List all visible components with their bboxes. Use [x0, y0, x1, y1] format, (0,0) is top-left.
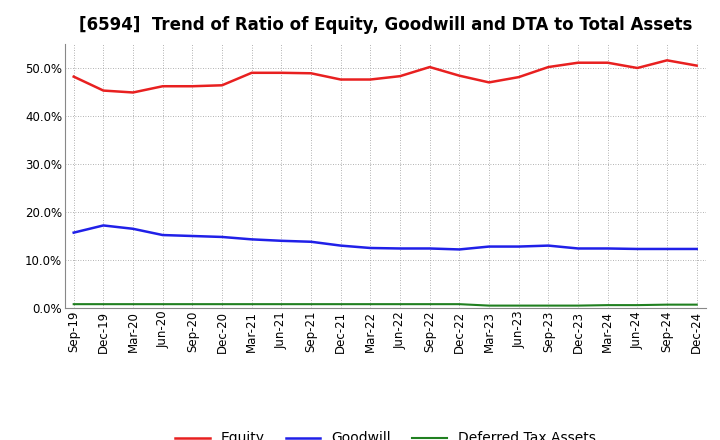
Deferred Tax Assets: [662, 302, 671, 307]
Deferred Tax Assets: [188, 301, 197, 307]
Equity: [574, 60, 582, 66]
Goodwill: [248, 237, 256, 242]
Equity: [662, 58, 671, 63]
Equity: [248, 70, 256, 75]
Equity: [426, 64, 434, 70]
Equity: [693, 63, 701, 68]
Goodwill: [603, 246, 612, 251]
Equity: [455, 73, 464, 78]
Deferred Tax Assets: [514, 303, 523, 308]
Equity: [603, 60, 612, 66]
Goodwill: [633, 246, 642, 252]
Goodwill: [188, 233, 197, 238]
Equity: [366, 77, 374, 82]
Legend: Equity, Goodwill, Deferred Tax Assets: Equity, Goodwill, Deferred Tax Assets: [169, 426, 601, 440]
Goodwill: [69, 230, 78, 235]
Goodwill: [544, 243, 553, 248]
Deferred Tax Assets: [307, 301, 315, 307]
Deferred Tax Assets: [544, 303, 553, 308]
Goodwill: [99, 223, 108, 228]
Equity: [544, 64, 553, 70]
Goodwill: [158, 232, 167, 238]
Goodwill: [514, 244, 523, 249]
Deferred Tax Assets: [396, 301, 405, 307]
Line: Goodwill: Goodwill: [73, 225, 697, 249]
Goodwill: [217, 235, 226, 240]
Deferred Tax Assets: [129, 301, 138, 307]
Goodwill: [662, 246, 671, 252]
Goodwill: [693, 246, 701, 252]
Equity: [514, 74, 523, 80]
Goodwill: [277, 238, 286, 243]
Equity: [633, 66, 642, 71]
Goodwill: [129, 226, 138, 231]
Equity: [396, 73, 405, 79]
Equity: [336, 77, 345, 82]
Deferred Tax Assets: [277, 301, 286, 307]
Deferred Tax Assets: [248, 301, 256, 307]
Equity: [129, 90, 138, 95]
Deferred Tax Assets: [693, 302, 701, 307]
Title: [6594]  Trend of Ratio of Equity, Goodwill and DTA to Total Assets: [6594] Trend of Ratio of Equity, Goodwil…: [78, 16, 692, 34]
Equity: [69, 74, 78, 79]
Equity: [188, 84, 197, 89]
Deferred Tax Assets: [426, 301, 434, 307]
Deferred Tax Assets: [99, 301, 108, 307]
Deferred Tax Assets: [633, 302, 642, 308]
Deferred Tax Assets: [217, 301, 226, 307]
Deferred Tax Assets: [336, 301, 345, 307]
Goodwill: [574, 246, 582, 251]
Deferred Tax Assets: [69, 301, 78, 307]
Deferred Tax Assets: [574, 303, 582, 308]
Equity: [99, 88, 108, 93]
Goodwill: [485, 244, 493, 249]
Line: Equity: Equity: [73, 60, 697, 92]
Goodwill: [366, 246, 374, 251]
Goodwill: [307, 239, 315, 244]
Equity: [307, 71, 315, 76]
Deferred Tax Assets: [603, 302, 612, 308]
Goodwill: [455, 247, 464, 252]
Deferred Tax Assets: [455, 301, 464, 307]
Equity: [217, 83, 226, 88]
Deferred Tax Assets: [366, 301, 374, 307]
Equity: [485, 80, 493, 85]
Deferred Tax Assets: [485, 303, 493, 308]
Equity: [277, 70, 286, 75]
Goodwill: [396, 246, 405, 251]
Deferred Tax Assets: [158, 301, 167, 307]
Equity: [158, 84, 167, 89]
Line: Deferred Tax Assets: Deferred Tax Assets: [73, 304, 697, 306]
Goodwill: [426, 246, 434, 251]
Goodwill: [336, 243, 345, 248]
